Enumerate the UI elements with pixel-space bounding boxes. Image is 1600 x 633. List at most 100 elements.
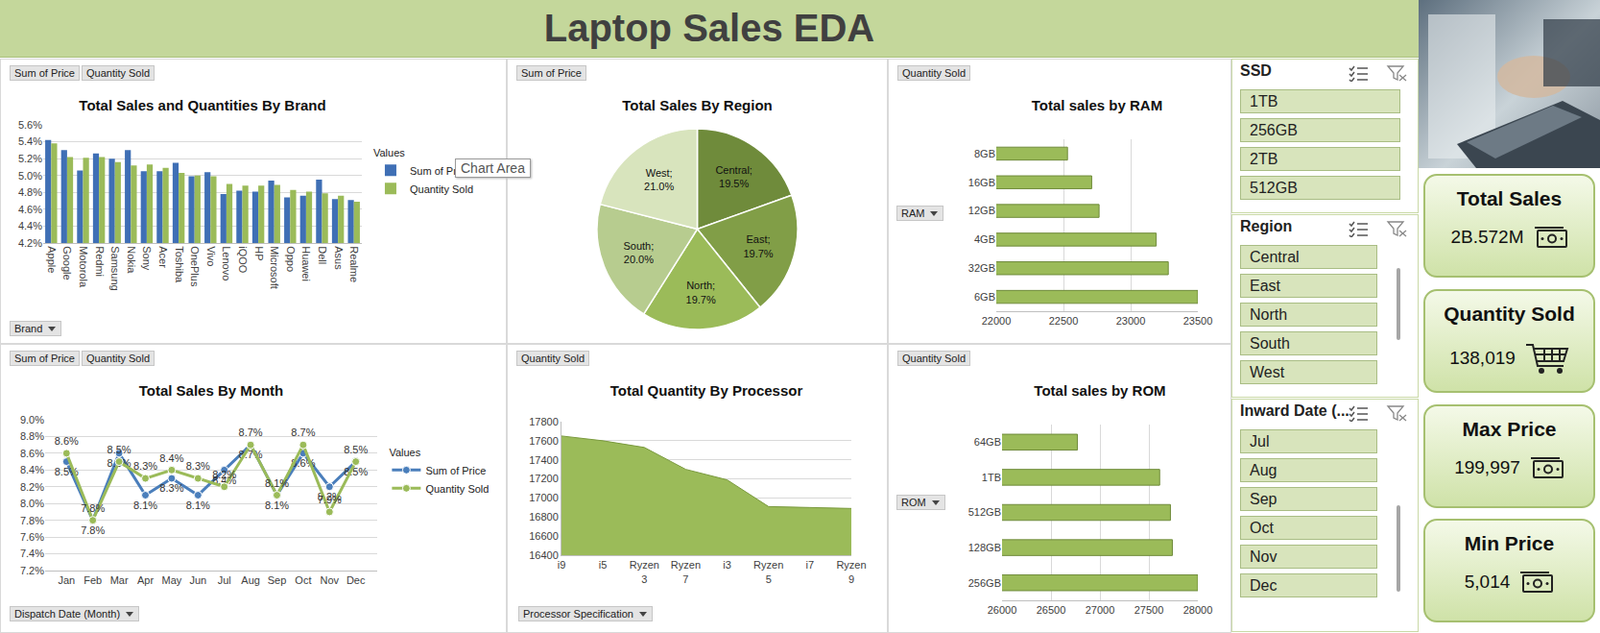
svg-text:Ryzen3: Ryzen3 <box>629 558 660 584</box>
svg-text:West;21.0%: West;21.0% <box>644 167 674 192</box>
svg-text:Total Sales By Region: Total Sales By Region <box>621 96 772 114</box>
svg-text:16GB: 16GB <box>968 176 996 189</box>
svg-text:Values: Values <box>388 446 421 458</box>
svg-text:Lenovo: Lenovo <box>220 245 233 281</box>
svg-text:8.7%: 8.7% <box>290 426 315 438</box>
svg-text:16400: 16400 <box>528 549 559 561</box>
svg-text:8.4%: 8.4% <box>20 463 45 476</box>
svg-text:8.7%: 8.7% <box>238 426 263 438</box>
svg-text:7.4%: 7.4% <box>20 547 45 559</box>
svg-text:Toshiba: Toshiba <box>173 245 186 284</box>
svg-text:Values: Values <box>373 146 406 159</box>
svg-text:6GB: 6GB <box>974 290 996 303</box>
svg-text:8.5%: 8.5% <box>343 465 368 478</box>
svg-text:8.3%: 8.3% <box>159 481 184 494</box>
svg-text:North;19.7%: North;19.7% <box>686 279 717 305</box>
svg-text:Samsung: Samsung <box>109 245 121 290</box>
svg-text:256GB: 256GB <box>968 576 1002 589</box>
svg-text:64GB: 64GB <box>974 435 1002 448</box>
svg-text:512GB: 512GB <box>968 505 1002 518</box>
svg-text:Acer: Acer <box>157 245 169 268</box>
svg-text:7.8%: 7.8% <box>20 514 45 526</box>
svg-text:Ryzen5: Ryzen5 <box>753 558 784 584</box>
svg-text:7.6%: 7.6% <box>20 530 45 543</box>
svg-text:Total Quantity By Processor: Total Quantity By Processor <box>610 382 804 399</box>
svg-text:Quantity Sold: Quantity Sold <box>409 183 474 195</box>
svg-text:16600: 16600 <box>528 529 559 542</box>
svg-text:4.8%: 4.8% <box>18 186 43 198</box>
svg-text:27000: 27000 <box>1085 603 1116 616</box>
svg-text:22000: 22000 <box>981 314 1012 327</box>
svg-text:Aug: Aug <box>240 573 261 586</box>
svg-text:7.2%: 7.2% <box>20 564 45 576</box>
svg-text:4.4%: 4.4% <box>18 219 43 232</box>
svg-text:Apple: Apple <box>46 245 58 273</box>
svg-text:17200: 17200 <box>528 472 559 484</box>
svg-text:1TB: 1TB <box>981 471 1002 483</box>
svg-text:Central;19.5%: Central;19.5% <box>715 164 753 190</box>
svg-text:17600: 17600 <box>528 434 559 447</box>
svg-text:17000: 17000 <box>528 491 559 503</box>
svg-text:Jan: Jan <box>57 573 75 586</box>
svg-text:Quantity Sold: Quantity Sold <box>425 482 489 495</box>
svg-text:Huawei: Huawei <box>300 245 312 282</box>
svg-text:8.1%: 8.1% <box>133 499 158 511</box>
svg-text:Realme: Realme <box>348 245 360 283</box>
svg-text:8.6%: 8.6% <box>54 434 79 447</box>
svg-text:Motorola: Motorola <box>77 245 90 288</box>
svg-text:Feb: Feb <box>83 573 102 586</box>
svg-text:8.2%: 8.2% <box>20 480 45 493</box>
svg-text:May: May <box>162 573 183 586</box>
svg-text:Mar: Mar <box>110 573 129 586</box>
svg-text:Apr: Apr <box>137 573 154 586</box>
svg-text:8.4%: 8.4% <box>159 452 184 464</box>
svg-text:Google: Google <box>61 245 73 280</box>
svg-text:i9: i9 <box>557 558 567 571</box>
svg-text:Dell: Dell <box>316 245 329 264</box>
svg-text:8.3%: 8.3% <box>133 459 158 472</box>
svg-text:8.2%: 8.2% <box>317 490 342 502</box>
svg-text:Total Sales By Month: Total Sales By Month <box>139 382 285 399</box>
svg-text:8.8%: 8.8% <box>20 429 45 442</box>
svg-text:4GB: 4GB <box>974 233 996 245</box>
svg-text:Redmi: Redmi <box>94 245 106 277</box>
svg-text:8.5%: 8.5% <box>107 443 132 455</box>
svg-text:128GB: 128GB <box>968 541 1002 553</box>
svg-text:8.1%: 8.1% <box>264 477 289 489</box>
svg-text:7.8%: 7.8% <box>80 524 105 536</box>
svg-text:4.6%: 4.6% <box>18 203 43 215</box>
svg-text:Asus: Asus <box>333 245 345 270</box>
svg-text:8.4%: 8.4% <box>212 474 237 486</box>
svg-text:8.6%: 8.6% <box>107 456 132 469</box>
svg-text:26000: 26000 <box>987 603 1018 616</box>
svg-text:Dec: Dec <box>346 573 366 586</box>
svg-text:East;19.7%: East;19.7% <box>742 233 773 259</box>
svg-text:Total Sales and Quantities By: Total Sales and Quantities By Brand <box>78 96 326 114</box>
svg-text:Microsoft: Microsoft <box>268 245 281 289</box>
svg-text:8.1%: 8.1% <box>186 499 211 511</box>
svg-text:Nokia: Nokia <box>125 245 138 274</box>
svg-text:9.0%: 9.0% <box>20 413 45 426</box>
svg-text:Total sales by ROM: Total sales by ROM <box>1033 382 1166 399</box>
svg-text:8.0%: 8.0% <box>20 497 45 509</box>
svg-text:7.9%: 7.9% <box>317 493 342 505</box>
svg-text:7.8%: 7.8% <box>80 501 105 514</box>
svg-text:12GB: 12GB <box>968 204 996 216</box>
svg-text:iQOO: iQOO <box>237 245 249 274</box>
svg-text:i7: i7 <box>806 558 815 571</box>
svg-text:Sony: Sony <box>141 245 153 271</box>
svg-text:8GB: 8GB <box>974 147 996 160</box>
svg-text:Oppo: Oppo <box>285 245 297 272</box>
svg-text:32GB: 32GB <box>968 262 996 274</box>
svg-text:5.4%: 5.4% <box>18 135 43 147</box>
svg-text:Oct: Oct <box>294 573 311 586</box>
svg-text:Ryzen9: Ryzen9 <box>835 558 866 584</box>
svg-text:16800: 16800 <box>528 510 559 523</box>
svg-text:8.5%: 8.5% <box>343 443 368 455</box>
svg-text:HP: HP <box>253 245 265 261</box>
svg-text:5.0%: 5.0% <box>18 169 43 182</box>
svg-text:8.1%: 8.1% <box>264 499 289 511</box>
svg-text:8.5%: 8.5% <box>54 465 79 478</box>
svg-text:Total sales by RAM: Total sales by RAM <box>1031 96 1163 114</box>
svg-text:28000: 28000 <box>1183 603 1214 616</box>
